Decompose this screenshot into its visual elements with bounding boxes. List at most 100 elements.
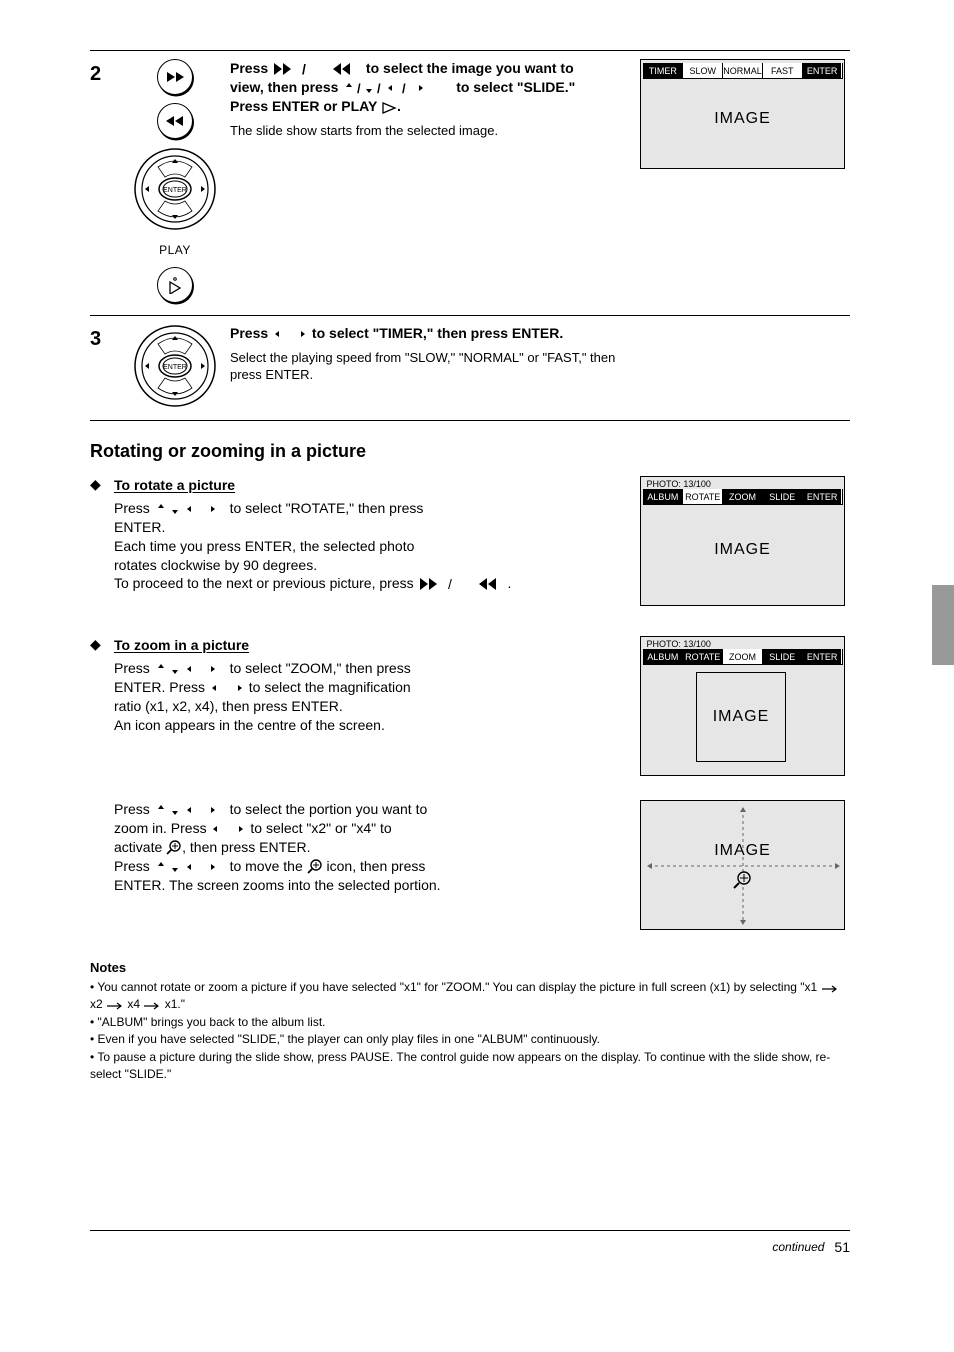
magnifier-icon	[307, 858, 323, 874]
cell: ALBUM	[644, 489, 684, 504]
step-icons: ENTER	[134, 324, 216, 408]
arrow-right-icon	[143, 1001, 161, 1011]
t: to select the magnification	[245, 679, 411, 695]
image-word: IMAGE	[714, 541, 771, 559]
step2-sub: The slide show starts from the selected …	[230, 122, 626, 140]
zoom-block: ◆ To zoom in a picture Press to select "…	[90, 636, 850, 776]
t: to select "ZOOM," then press	[226, 660, 411, 676]
page-body: 2 ENTER PLAY	[90, 50, 850, 1083]
cell: ROTATE	[683, 649, 723, 664]
step-num: 2	[90, 59, 120, 303]
t: x4	[127, 997, 143, 1011]
t: to select "ROTATE," then press	[226, 500, 424, 516]
prev-track-button[interactable]	[157, 59, 193, 95]
step-3: 3 ENTER Press to select "TIMER," then pr…	[90, 316, 850, 420]
notes-head: Notes	[90, 960, 850, 975]
skip-icons: /	[418, 577, 508, 591]
t: .	[397, 98, 401, 114]
cell: ENTER	[803, 63, 842, 78]
hr-3	[90, 420, 850, 421]
enter-pad[interactable]: ENTER	[133, 147, 217, 231]
preview-slide: TIMER SLOW NORMAL FAST ENTER IMAGE	[640, 59, 845, 169]
next-track-button[interactable]	[157, 103, 193, 139]
t: Press	[114, 801, 154, 817]
step3-text: Press to select "TIMER," then press ENTE…	[230, 324, 626, 408]
svg-text:/: /	[448, 577, 452, 591]
cell: ALBUM	[644, 649, 684, 664]
zoom-body: To zoom in a picture Press to select "ZO…	[114, 636, 626, 776]
t: Press	[114, 500, 154, 516]
cell: ENTER	[803, 489, 842, 504]
t: Press	[114, 660, 154, 676]
zoom2-block: Press to select the portion you want to …	[90, 800, 850, 930]
heading-rotate-zoom: Rotating or zooming in a picture	[90, 441, 850, 462]
lr-arrows-icon	[210, 822, 246, 836]
t: • To pause a picture during the slide sh…	[90, 1049, 850, 1084]
step2-text: Press / to select the image you want to …	[230, 59, 626, 303]
arrow-cross-icon	[154, 662, 226, 676]
step-icons: ENTER PLAY	[134, 59, 216, 303]
bullet: ◆	[90, 636, 100, 776]
arrow-right-icon	[106, 1001, 124, 1011]
photo-counter: PHOTO: 13/100	[643, 637, 843, 649]
svg-text:/: /	[402, 81, 406, 95]
lr-arrows-icon	[209, 681, 245, 695]
preview-rotate: PHOTO: 13/100 ALBUM ROTATE ZOOM SLIDE EN…	[640, 476, 845, 606]
t: to select "SLIDE."	[452, 79, 575, 95]
image-word: IMAGE	[714, 110, 771, 128]
t: to select the portion you want to	[226, 801, 428, 817]
photo-counter: PHOTO: 13/100	[643, 477, 843, 489]
play-tri-icon	[381, 102, 397, 114]
cell: SLIDE	[763, 649, 803, 664]
svg-text:/: /	[377, 81, 381, 95]
preview-toolbar: TIMER SLOW NORMAL FAST ENTER	[643, 63, 843, 79]
t: to move the	[226, 858, 307, 874]
step3-sub: Select the playing speed from "SLOW," "N…	[230, 349, 626, 384]
t: to select the image you want to	[362, 60, 574, 76]
t: Press	[230, 325, 272, 341]
cell: NORMAL	[723, 63, 763, 78]
t: • You cannot rotate or zoom a picture if…	[90, 980, 821, 994]
t: ENTER. Press	[114, 679, 209, 695]
step-num: 3	[90, 324, 120, 408]
rotate-block: ◆ To rotate a picture Press to select "R…	[90, 476, 850, 606]
rotate-preview-wrap: PHOTO: 13/100 ALBUM ROTATE ZOOM SLIDE EN…	[640, 476, 850, 606]
arrow-cross-icon	[154, 860, 226, 874]
t: x1."	[165, 997, 185, 1011]
cell: TIMER	[644, 63, 684, 78]
preview-zoom: PHOTO: 13/100 ALBUM ROTATE ZOOM SLIDE EN…	[640, 636, 845, 776]
t: , then press ENTER.	[182, 839, 310, 855]
t: activate	[114, 839, 166, 855]
arrow-cross-icon: / / /	[342, 81, 452, 95]
zoom-preview-wrap: PHOTO: 13/100 ALBUM ROTATE ZOOM SLIDE EN…	[640, 636, 850, 776]
preview-toolbar: ALBUM ROTATE ZOOM SLIDE ENTER	[643, 489, 843, 505]
cell: ENTER	[803, 649, 842, 664]
zoom2-body: Press to select the portion you want to …	[114, 800, 626, 930]
cell: ROTATE	[683, 489, 723, 504]
t: icon, then press	[323, 858, 426, 874]
cell: SLOW	[683, 63, 723, 78]
notes-list: • You cannot rotate or zoom a picture if…	[90, 979, 850, 1083]
t: rotates clockwise by 90 degrees.	[114, 556, 626, 575]
image-word: IMAGE	[713, 708, 770, 726]
play-label: PLAY	[159, 243, 191, 257]
t: view, then press	[230, 79, 342, 95]
svg-text:ENTER: ENTER	[163, 364, 187, 371]
svg-text:/: /	[302, 62, 306, 76]
t: Press	[114, 858, 154, 874]
enter-pad[interactable]: ENTER	[133, 324, 217, 408]
bullet: ◆	[90, 476, 100, 606]
zoom-title: To zoom in a picture	[114, 637, 249, 653]
svg-text:ENTER: ENTER	[163, 187, 187, 194]
rotate-body: To rotate a picture Press to select "ROT…	[114, 476, 626, 606]
zoom2-preview-wrap: IMAGE	[640, 800, 850, 930]
svg-text:/: /	[357, 81, 361, 95]
lr-arrows-icon	[272, 327, 308, 341]
t: x2	[90, 997, 106, 1011]
page-number: 51	[834, 1239, 850, 1255]
t: ratio (x1, x2, x4), then press ENTER.	[114, 697, 626, 716]
t: to select "TIMER," then press ENTER.	[308, 325, 563, 341]
t: Press	[230, 60, 272, 76]
t: Press ENTER or PLAY	[230, 98, 381, 114]
play-button[interactable]	[157, 267, 193, 303]
